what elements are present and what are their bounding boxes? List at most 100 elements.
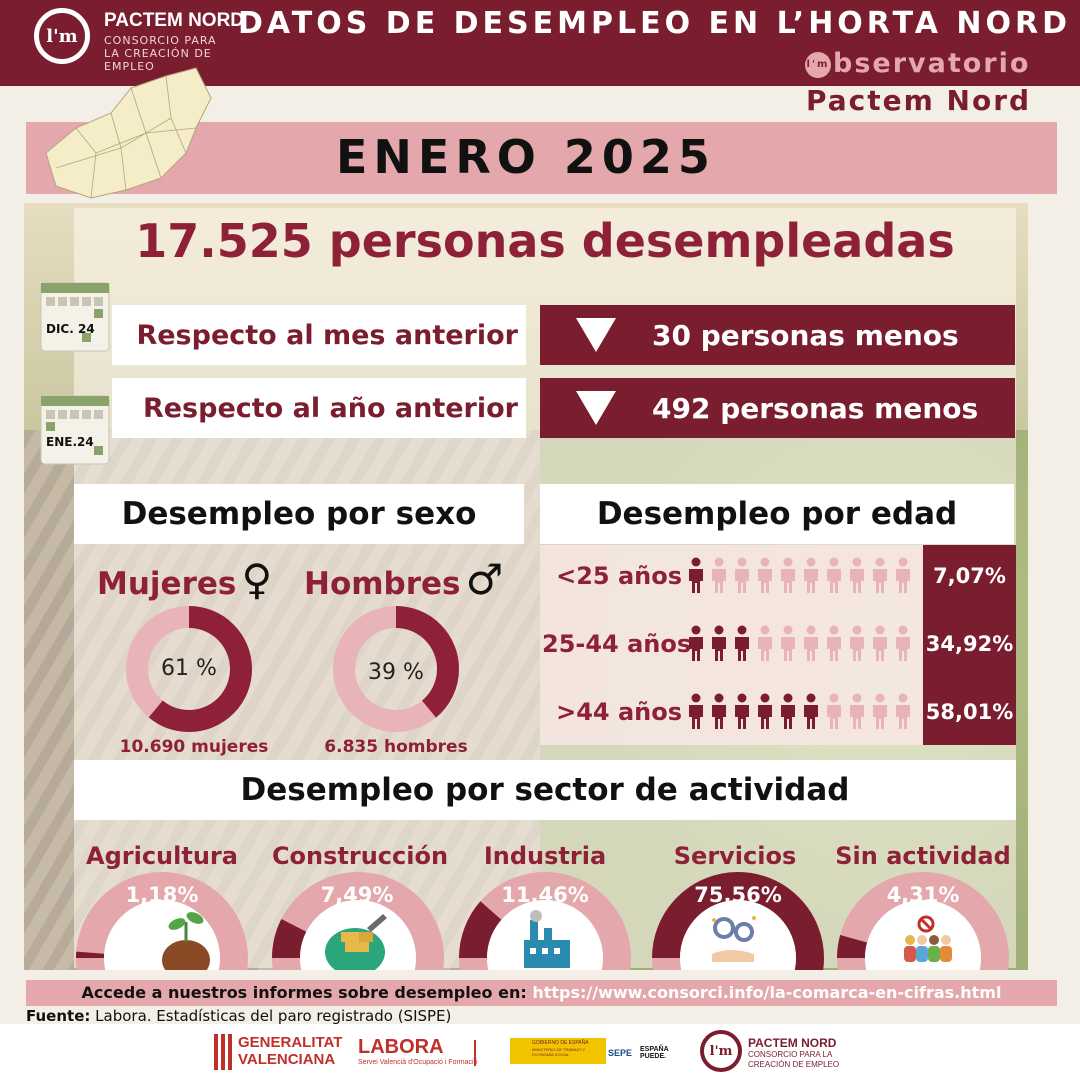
- person-icon: [689, 625, 703, 661]
- calendar-label: ENE.24: [46, 435, 94, 449]
- labora-logo: LABORA Servei Valencià d'Ocupació i Form…: [358, 1036, 477, 1066]
- men-donut: [333, 606, 459, 732]
- calendar-icon: [40, 395, 110, 465]
- report-link[interactable]: https://www.consorci.info/la-comarca-en-…: [532, 983, 1002, 1002]
- sector-pct: 11,46%: [501, 883, 589, 907]
- source-label: Fuente:: [26, 1007, 91, 1025]
- person-icon: [781, 557, 795, 593]
- person-icon: [896, 557, 910, 593]
- observatorio-mark: l'm: [805, 51, 831, 78]
- comparison-value: 492 personas menos: [540, 378, 1015, 438]
- calendar-label: DIC. 24: [46, 322, 95, 336]
- person-icon: [758, 557, 772, 593]
- brand-name: PACTEM NORD: [104, 10, 245, 31]
- age-pct: 34,92%: [925, 632, 1014, 656]
- men-pct: 39 %: [368, 660, 424, 685]
- person-icon: [781, 693, 795, 729]
- gva-line1: GENERALITAT: [238, 1034, 343, 1051]
- sector-gauge-fill: [652, 872, 824, 970]
- logo-mark: l'm: [46, 25, 78, 47]
- link-band: [26, 980, 1057, 1006]
- source-text: Labora. Estadísticas del paro registrado…: [95, 1007, 452, 1025]
- men-donut-fill: [333, 606, 459, 732]
- logo-divider: [474, 1040, 476, 1066]
- person-icon: [804, 557, 818, 593]
- sector-gauges: [76, 872, 1009, 970]
- female-icon: ♀: [241, 555, 273, 604]
- person-icon: [712, 625, 726, 661]
- people-prohibited-icon: [904, 915, 952, 962]
- comparison-value-text: 492 personas menos: [652, 391, 979, 425]
- sector-name: Industria: [483, 842, 607, 870]
- person-icon: [758, 625, 772, 661]
- page-title: DATOS DE DESEMPLEO EN L’HORTA NORD: [238, 6, 1071, 41]
- age-pct: 7,07%: [933, 564, 1006, 588]
- age-label: 25-44 años: [542, 630, 692, 658]
- person-icon: [873, 557, 887, 593]
- observatorio-text: bservatorio: [833, 48, 1031, 79]
- sector-gauge-fill: [459, 872, 631, 970]
- age-label: <25 años: [556, 562, 682, 590]
- comparison-label: Respecto al mes anterior: [112, 305, 526, 365]
- sepe-logo: SEPE: [608, 1048, 633, 1058]
- labora-name: LABORA: [358, 1036, 444, 1058]
- sector-pct: 1,18%: [125, 883, 199, 907]
- person-icon: [735, 625, 749, 661]
- plant-icon: [162, 912, 210, 970]
- source-line: Fuente: Labora. Estadísticas del paro re…: [26, 1007, 451, 1025]
- person-icon: [850, 625, 864, 661]
- person-icon: [873, 625, 887, 661]
- person-icon: [689, 557, 703, 593]
- gva-line2: VALENCIANA: [238, 1051, 336, 1068]
- men-count: 6.835 hombres: [324, 737, 468, 757]
- sector-name: Servicios: [673, 842, 797, 870]
- comparison-value-text: 30 personas menos: [652, 318, 959, 352]
- person-icon: [873, 693, 887, 729]
- comparison-label: Respecto al año anterior: [112, 378, 526, 438]
- women-label: Mujeres: [97, 566, 237, 602]
- sector-gauge-fill: [837, 872, 1009, 970]
- down-triangle-icon: [576, 391, 616, 425]
- age-pct-column: [923, 545, 1016, 745]
- person-icon: [735, 557, 749, 593]
- person-icon: [712, 693, 726, 729]
- gva-crest-icon: [214, 1034, 232, 1070]
- person-icon: [827, 693, 841, 729]
- gov-logo: GOBIERNO DE ESPAÑA MINISTERIO DE TRABAJO…: [510, 1038, 606, 1064]
- women-count: 10.690 mujeres: [119, 737, 269, 757]
- person-icon: [827, 625, 841, 661]
- sector-gauge-fill: [76, 872, 248, 970]
- person-icon: [781, 625, 795, 661]
- sector-pct: 75,56%: [694, 883, 782, 907]
- pactem-sub: CONSORCIO PARA LA CREACIÓN DE EMPLEO: [748, 1050, 840, 1069]
- link-prefix: Accede a nuestros informes sobre desempl…: [81, 983, 527, 1002]
- brand-subtitle: CONSORCIO PARA LA CREACIÓN DE EMPLEO: [104, 34, 217, 73]
- right-margin: [1028, 203, 1056, 970]
- link-line: Accede a nuestros informes sobre desempl…: [26, 983, 1057, 1002]
- age-people-row: [689, 625, 910, 661]
- person-icon: [758, 693, 772, 729]
- pactem-footer-logo: l'm: [700, 1030, 742, 1072]
- ministry-name: MINISTERIO DE TRABAJO Y ECONOMÍA SOCIAL: [532, 1047, 586, 1057]
- pactem-name: PACTEM NORD: [748, 1036, 837, 1050]
- person-icon: [850, 557, 864, 593]
- sector-pct: 7,49%: [320, 883, 394, 907]
- women-donut: [126, 606, 252, 732]
- age-pct: 58,01%: [925, 700, 1014, 724]
- total-unemployed: 17.525 personas desempleadas: [135, 214, 955, 268]
- observatorio-label: l'm bservatorio: [805, 48, 1030, 79]
- calendar-icon: [40, 282, 110, 352]
- age-people-row: [689, 557, 910, 593]
- age-heading: Desempleo por edad: [540, 484, 1014, 544]
- gears-hand-icon: [712, 916, 756, 962]
- age-people-row: [689, 693, 910, 729]
- person-icon: [896, 625, 910, 661]
- sector-heading: Desempleo por sector de actividad: [74, 760, 1016, 820]
- pactem-footer-text: PACTEM NORD CONSORCIO PARA LA CREACIÓN D…: [748, 1036, 848, 1070]
- down-triangle-icon: [576, 318, 616, 352]
- sector-name: Agricultura: [86, 842, 238, 870]
- trowel-bricks-icon: [325, 914, 387, 970]
- pactem-mark: l'm: [709, 1043, 733, 1059]
- person-icon: [689, 693, 703, 729]
- person-icon: [804, 693, 818, 729]
